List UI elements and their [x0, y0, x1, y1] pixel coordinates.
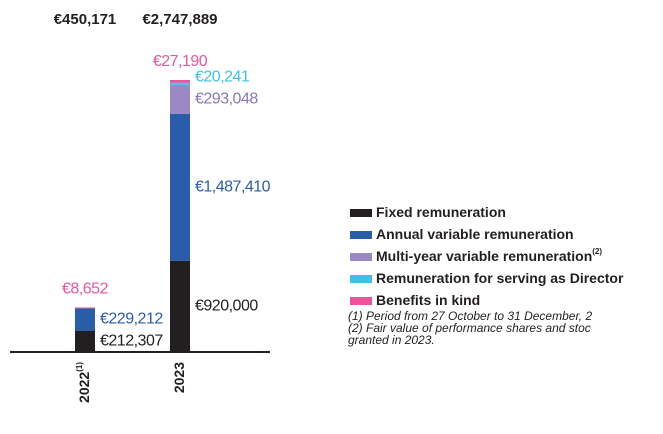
value-label: €8,652 — [62, 281, 109, 298]
category-name: 2022 — [76, 372, 92, 403]
bar-segment — [170, 82, 190, 85]
value-label: €27,190 — [153, 53, 208, 70]
footnote: granted in 2023. — [348, 333, 435, 347]
value-label: €229,212 — [100, 311, 163, 328]
legend-label: Benefits in kind — [376, 292, 480, 308]
legend-swatch — [350, 253, 372, 261]
legend-swatch — [350, 231, 372, 239]
legend-label: Remuneration for serving as Director — [376, 270, 624, 286]
bar-segment — [170, 84, 190, 114]
footnote: (2) Fair value of performance shares and… — [348, 321, 591, 335]
value-label: €293,048 — [195, 90, 258, 107]
value-label: €920,000 — [195, 298, 258, 315]
category-note: (1) — [75, 362, 84, 372]
bar-segment — [75, 308, 95, 331]
legend-label: Fixed remuneration — [376, 204, 506, 220]
footnote: (1) Period from 27 October to 31 Decembe… — [348, 309, 592, 323]
total-label: €2,747,889 — [142, 11, 217, 28]
legend-label: Annual variable remuneration — [376, 226, 574, 242]
total-label: €450,171 — [54, 11, 117, 28]
bar-segment — [170, 260, 190, 352]
bar-segment — [170, 113, 190, 261]
bar-segment — [75, 330, 95, 352]
legend-label: Multi-year variable remuneration(2) — [376, 247, 602, 264]
x-tick-label: 2023 — [171, 362, 187, 393]
bar-segment — [170, 80, 190, 83]
legend-name: Fixed remuneration — [376, 204, 506, 220]
legend-name: Remuneration for serving as Director — [376, 270, 624, 286]
x-tick-label: 2022(1) — [75, 362, 92, 403]
value-label: €20,241 — [195, 68, 250, 85]
legend-swatch — [350, 275, 372, 283]
legend-name: Multi-year variable remuneration — [376, 248, 592, 264]
legend-name: Annual variable remuneration — [376, 226, 574, 242]
value-label: €212,307 — [100, 333, 163, 350]
legend-swatch — [350, 297, 372, 305]
value-label: €1,487,410 — [195, 179, 271, 196]
category-name: 2023 — [171, 362, 187, 393]
legend-swatch — [350, 209, 372, 217]
legend-name: Benefits in kind — [376, 292, 480, 308]
legend-note: (2) — [592, 247, 602, 256]
bar-segment — [75, 307, 95, 309]
